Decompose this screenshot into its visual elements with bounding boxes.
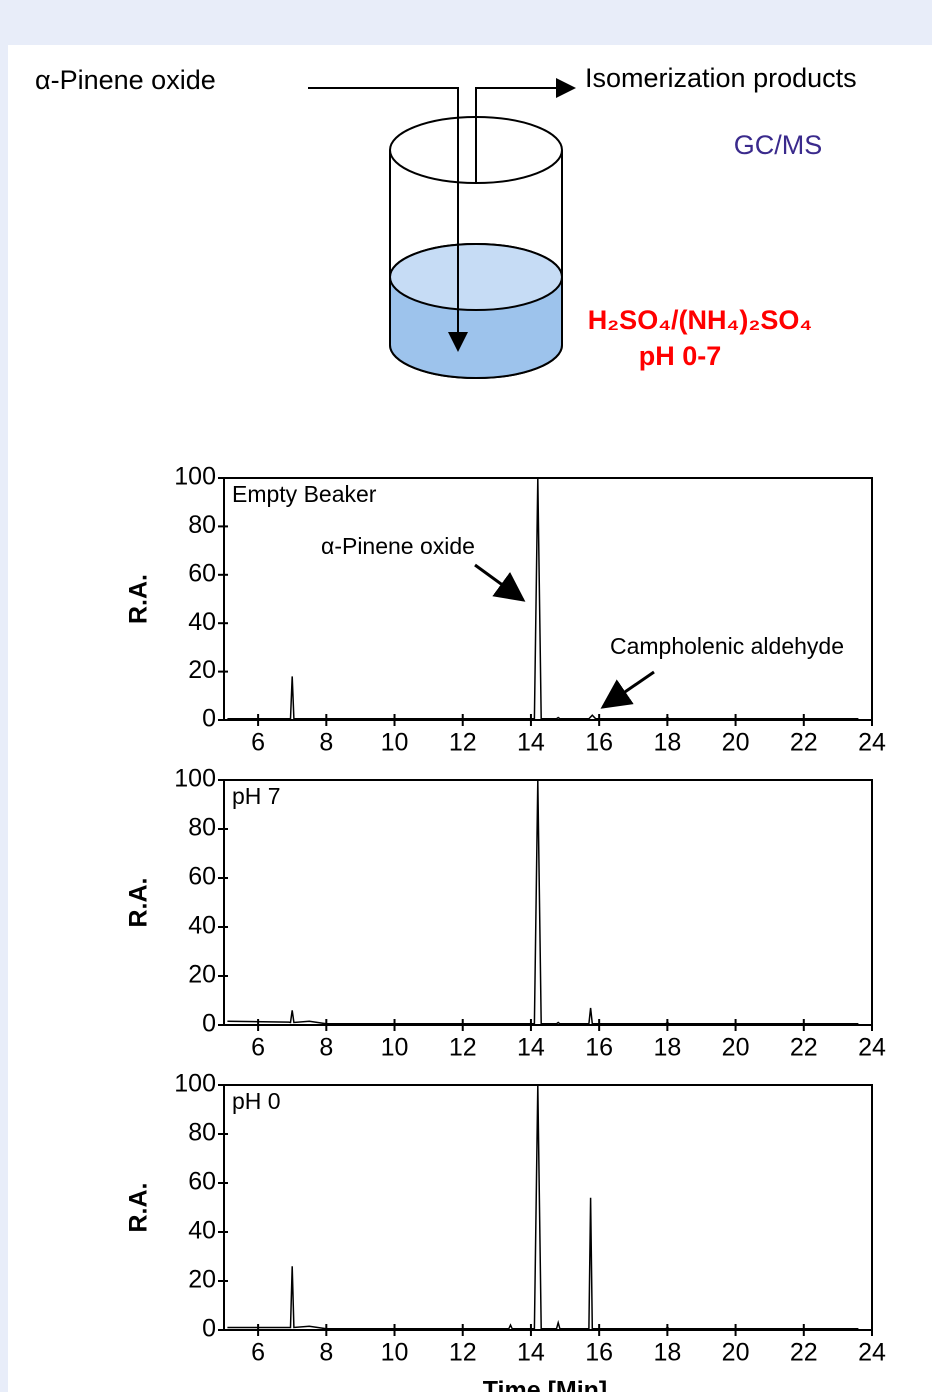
x-tick-label: 24 — [858, 729, 886, 757]
x-tick-label: 6 — [251, 1339, 265, 1367]
y-tick-label: 80 — [188, 814, 216, 842]
y-tick-label: 100 — [174, 1070, 216, 1098]
x-tick-label: 10 — [381, 1034, 409, 1062]
x-tick-label: 12 — [449, 729, 477, 757]
solution-label: H₂SO₄/(NH₄)₂SO₄ — [588, 305, 813, 335]
y-tick-label: 20 — [188, 961, 216, 989]
panel-label: Empty Beaker — [232, 481, 377, 507]
panel-label: pH 7 — [232, 783, 281, 809]
y-tick-label: 40 — [188, 912, 216, 940]
annotation: α-Pinene oxide — [321, 533, 475, 559]
chromatogram — [227, 477, 859, 720]
y-tick-label: 0 — [202, 1315, 216, 1343]
x-tick-label: 14 — [517, 1339, 545, 1367]
x-tick-label: 8 — [319, 1339, 333, 1367]
x-tick-label: 8 — [319, 1034, 333, 1062]
x-tick-label: 10 — [381, 1339, 409, 1367]
plot-frame — [223, 1084, 873, 1331]
chromatogram — [227, 1084, 859, 1330]
y-tick-label: 100 — [174, 463, 216, 491]
x-tick-label: 20 — [722, 729, 750, 757]
y-tick-label: 20 — [188, 656, 216, 684]
x-axis-label: Time [Min] — [483, 1377, 608, 1392]
y-tick-label: 60 — [188, 559, 216, 587]
input-label: α-Pinene oxide — [35, 65, 216, 95]
x-tick-label: 16 — [585, 729, 613, 757]
x-tick-label: 18 — [653, 729, 681, 757]
annotation-arrow — [600, 670, 655, 709]
x-tick-label: 6 — [251, 1034, 265, 1062]
y-tick-label: 40 — [188, 608, 216, 636]
x-tick-label: 6 — [251, 729, 265, 757]
y-tick-label: 0 — [202, 705, 216, 733]
x-tick-label: 22 — [790, 1339, 818, 1367]
y-tick-label: 80 — [188, 1119, 216, 1147]
beaker — [308, 78, 576, 379]
x-tick-label: 24 — [858, 1339, 886, 1367]
y-axis-label: R.A. — [125, 1183, 153, 1233]
y-tick-label: 60 — [188, 1168, 216, 1196]
x-tick-label: 18 — [653, 1339, 681, 1367]
panel-label: pH 0 — [232, 1088, 281, 1114]
x-tick-label: 12 — [449, 1034, 477, 1062]
x-tick-label: 20 — [722, 1339, 750, 1367]
x-tick-label: 18 — [653, 1034, 681, 1062]
y-tick-label: 40 — [188, 1217, 216, 1245]
y-tick-label: 60 — [188, 863, 216, 891]
x-tick-label: 12 — [449, 1339, 477, 1367]
x-tick-label: 14 — [517, 729, 545, 757]
x-tick-label: 22 — [790, 1034, 818, 1062]
x-tick-label: 24 — [858, 1034, 886, 1062]
x-tick-label: 10 — [381, 729, 409, 757]
y-tick-label: 100 — [174, 765, 216, 793]
x-tick-label: 14 — [517, 1034, 545, 1062]
y-tick-label: 80 — [188, 511, 216, 539]
y-tick-label: 0 — [202, 1010, 216, 1038]
y-tick-label: 20 — [188, 1266, 216, 1294]
annotation: Campholenic aldehyde — [610, 633, 844, 659]
x-tick-label: 16 — [585, 1034, 613, 1062]
x-tick-label: 8 — [319, 729, 333, 757]
x-tick-label: 16 — [585, 1339, 613, 1367]
method-label: GC/MS — [734, 130, 823, 160]
y-axis-label: R.A. — [125, 878, 153, 928]
plot-frame — [223, 477, 873, 721]
ph-label: pH 0-7 — [639, 341, 722, 371]
plot-frame — [223, 779, 873, 1026]
x-tick-label: 22 — [790, 729, 818, 757]
chromatogram — [227, 779, 859, 1025]
y-axis-label: R.A. — [125, 574, 153, 624]
x-tick-label: 20 — [722, 1034, 750, 1062]
output-label: Isomerization products — [585, 63, 857, 93]
annotation-arrow — [474, 563, 526, 602]
